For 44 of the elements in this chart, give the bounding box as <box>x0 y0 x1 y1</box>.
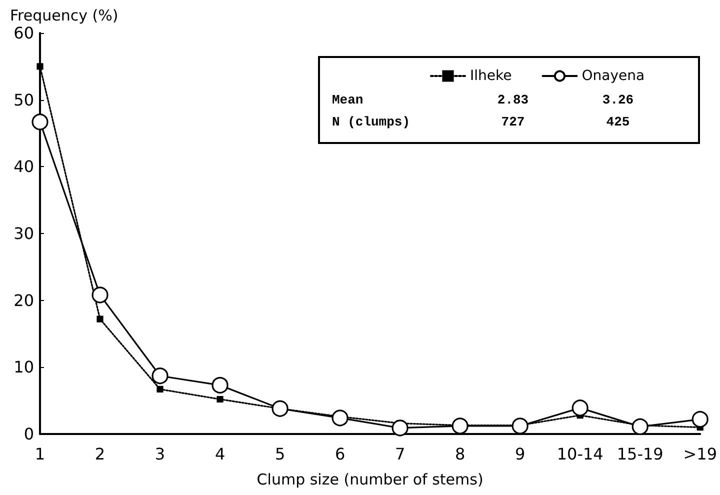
point <box>392 420 408 436</box>
point <box>452 418 468 434</box>
x-tick-label: 3 <box>154 444 166 464</box>
x-tick-label: 9 <box>514 444 526 464</box>
point <box>36 63 44 70</box>
x-tick-label: 5 <box>274 444 286 464</box>
y-tick-label: 30 <box>14 224 34 243</box>
x-tick-label: >19 <box>683 444 717 464</box>
point <box>212 376 228 394</box>
point <box>152 368 168 384</box>
point <box>332 410 348 426</box>
y-tick-label: 50 <box>14 90 34 110</box>
x-tick-label: 7 <box>394 444 406 464</box>
x-tick-label: 10-14 <box>556 444 604 464</box>
point <box>96 316 104 322</box>
annotation: 425 <box>606 114 630 130</box>
point <box>572 400 588 416</box>
annotation: 3.26 <box>602 92 634 108</box>
point <box>216 396 224 403</box>
point <box>92 286 108 304</box>
point <box>32 114 48 130</box>
x-axis-title: Clump size (number of stems) <box>256 470 484 488</box>
y-tick-label: 40 <box>14 157 34 176</box>
x-tick-label: 1 <box>34 444 46 464</box>
legend-label: Onayena <box>582 68 645 84</box>
point <box>632 418 648 435</box>
point <box>156 386 164 393</box>
y-tick-label: 10 <box>14 358 34 377</box>
y-tick-label: 20 <box>14 290 34 310</box>
annotation: N (clumps) <box>332 114 410 130</box>
x-tick-label: 15-19 <box>616 444 664 464</box>
x-tick-label: 6 <box>334 444 346 464</box>
legend-label: Ilheke <box>470 68 512 84</box>
annotation: Mean <box>332 92 364 108</box>
annotation: 727 <box>501 114 525 130</box>
point <box>692 411 708 428</box>
x-tick-label: 8 <box>454 444 466 464</box>
y-axis-title: Frequency (%) <box>10 6 118 24</box>
x-tick-label: 4 <box>214 444 226 464</box>
point <box>512 418 528 434</box>
x-tick-label: 2 <box>94 444 106 464</box>
annotation: 2.83 <box>497 92 529 108</box>
y-tick-label: 0 <box>24 424 34 444</box>
y-tick-label: 60 <box>14 24 34 42</box>
